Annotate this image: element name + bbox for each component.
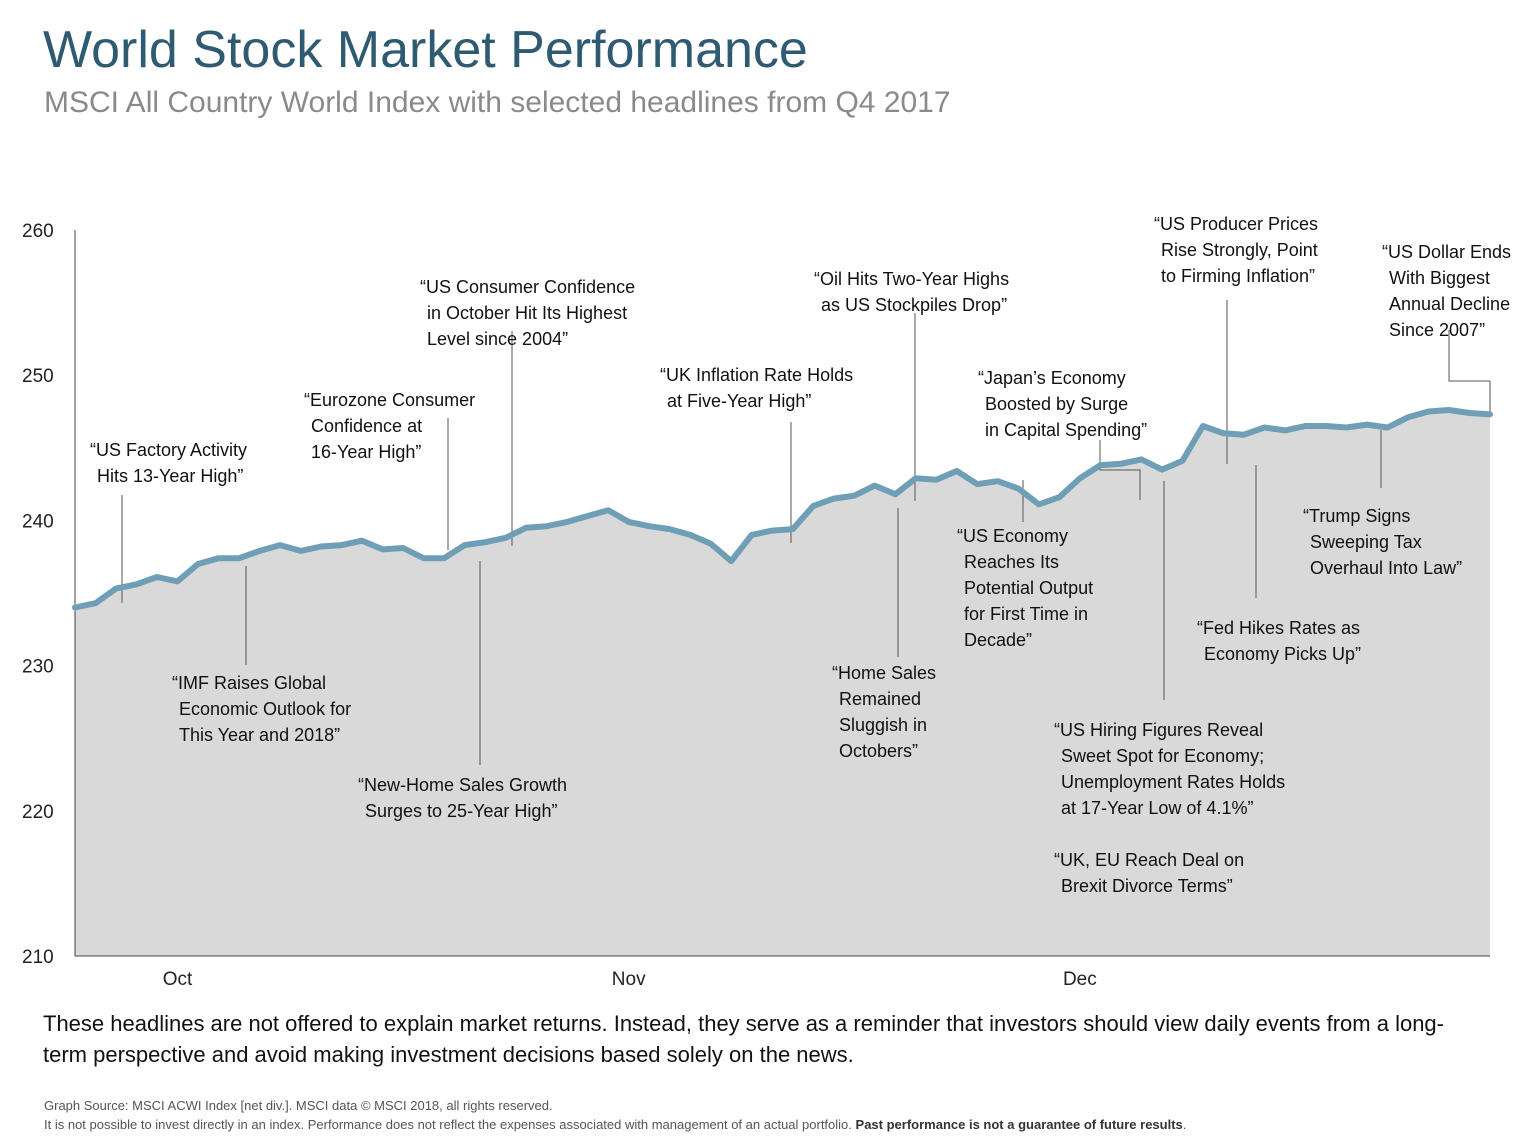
headline-line: “Trump Signs — [1303, 506, 1410, 526]
headline-annotation: “UK Inflation Rate Holds at Five-Year Hig… — [660, 365, 853, 411]
y-tick-label: 220 — [22, 802, 54, 823]
headline-annotations: “US Factory Activity Hits 13-Year High” “I… — [90, 214, 1511, 896]
headline-line: Sluggish in — [839, 715, 927, 735]
headline-annotation: “Eurozone Consumer Confidence at 16-Year H… — [304, 390, 475, 462]
annotation-leader — [1448, 330, 1491, 414]
headline-annotation: “IMF Raises Global Economic Outlook for Th… — [172, 673, 351, 745]
headline-line: 16-Year High” — [311, 442, 421, 462]
chart-svg: 260 250 240 230 220 210 Oct Nov Dec “US Factory… — [22, 214, 1511, 990]
disclaimer-end: . — [1182, 1117, 1187, 1132]
disclaimer-note: These headlines are not offered to expla… — [43, 1011, 1444, 1067]
series-line — [72, 407, 1493, 611]
headline-annotation: “US Factory Activity Hits 13-Year High” — [90, 440, 247, 486]
y-tick-labels: 260 250 240 230 220 210 — [22, 221, 54, 968]
headline-line: With Biggest — [1389, 268, 1490, 288]
headline-line: “US Dollar Ends — [1382, 242, 1511, 262]
annotation-leader — [1099, 440, 1141, 500]
headline-line: “US Economy — [957, 526, 1068, 546]
y-tick-label: 240 — [22, 511, 54, 532]
x-tick-label: Oct — [163, 969, 193, 990]
headline-line: Confidence at — [311, 416, 422, 436]
headline-line: Sweeping Tax — [1310, 532, 1422, 552]
headline-line: Economic Outlook for — [179, 699, 351, 719]
headline-annotation: “US Hiring Figures Reveal Sweet Spot for … — [1054, 720, 1285, 818]
disclaimer-bold: Past performance is not a guarantee of f… — [855, 1117, 1183, 1132]
y-tick-label: 250 — [22, 366, 54, 387]
headline-line: Annual Decline — [1389, 294, 1510, 314]
headline-line: “Oil Hits Two-Year Highs — [814, 269, 1009, 289]
headline-line: Economy Picks Up” — [1204, 644, 1361, 664]
headline-annotation: “Fed Hikes Rates as Economy Picks Up” — [1197, 618, 1361, 664]
headline-line: Unemployment Rates Holds — [1061, 772, 1285, 792]
headline-line: Remained — [839, 689, 921, 709]
y-tick-label: 260 — [22, 221, 54, 242]
headline-line: Decade” — [964, 630, 1032, 650]
headline-line: “UK Inflation Rate Holds — [660, 365, 853, 385]
headline-annotation: “US Consumer Confidence in October Hit It… — [420, 277, 635, 349]
headline-line: Surges to 25-Year High” — [365, 801, 557, 821]
chart-subtitle: MSCI All Country World Index with select… — [44, 86, 951, 119]
headline-line: Sweet Spot for Economy; — [1061, 746, 1264, 766]
headline-annotation: “Trump Signs Sweeping Tax Overhaul Into La… — [1303, 506, 1462, 578]
headline-line: This Year and 2018” — [179, 725, 340, 745]
source-line: Graph Source: MSCI ACWI Index [net div.]… — [44, 1098, 553, 1113]
headline-line: “IMF Raises Global — [172, 673, 326, 693]
headline-line: at 17-Year Low of 4.1%” — [1061, 798, 1253, 818]
headline-line: “US Consumer Confidence — [420, 277, 635, 297]
chart-title: World Stock Market Performance — [43, 21, 808, 79]
headline-annotation: “New-Home Sales Growth Surges to 25-Year … — [358, 775, 567, 821]
headline-line: to Firming Inflation” — [1161, 266, 1315, 286]
y-tick-label: 230 — [22, 657, 54, 678]
headline-line: Since 2007” — [1389, 320, 1485, 340]
headline-annotation: “US Dollar Ends With Biggest Annual Declin… — [1382, 242, 1511, 340]
headline-line: Brexit Divorce Terms” — [1061, 876, 1233, 896]
headline-line: “UK, EU Reach Deal on — [1054, 850, 1244, 870]
headline-line: Potential Output — [964, 578, 1093, 598]
x-tick-labels: Oct Nov Dec — [163, 969, 1097, 990]
headline-line: in Capital Spending” — [985, 420, 1147, 440]
headline-line: “US Factory Activity — [90, 440, 247, 460]
disclaimer-text: It is not possible to invest directly in… — [44, 1117, 852, 1132]
headline-line: “Japan’s Economy — [978, 368, 1126, 388]
source-notes: Graph Source: MSCI ACWI Index [net div.]… — [44, 1096, 1186, 1134]
headline-annotation: “Home Sales Remained Sluggish in Octobers” — [832, 663, 936, 761]
y-tick-label: 210 — [22, 947, 54, 968]
headline-line: “New-Home Sales Growth — [358, 775, 567, 795]
x-tick-label: Nov — [612, 969, 646, 990]
x-tick-label: Dec — [1063, 969, 1097, 990]
headline-line: “Eurozone Consumer — [304, 390, 475, 410]
headline-line: at Five-Year High” — [667, 391, 811, 411]
area-fill — [75, 410, 1490, 956]
disclaimer-line: It is not possible to invest directly in… — [44, 1115, 1186, 1134]
headline-line: for First Time in — [964, 604, 1088, 624]
headline-annotation: “US Economy Reaches Its Potential Output fo… — [957, 526, 1093, 650]
headline-line: Octobers” — [839, 741, 918, 761]
headline-line: in October Hit Its Highest — [427, 303, 627, 323]
headline-line: Rise Strongly, Point — [1161, 240, 1318, 260]
headline-annotation: “UK, EU Reach Deal on Brexit Divorce Term… — [1054, 850, 1244, 896]
headline-line: “US Hiring Figures Reveal — [1054, 720, 1263, 740]
headline-line: Boosted by Surge — [985, 394, 1128, 414]
headline-line: as US Stockpiles Drop” — [821, 295, 1007, 315]
headline-line: “Home Sales — [832, 663, 936, 683]
headline-line: “Fed Hikes Rates as — [1197, 618, 1360, 638]
headline-annotation: “Oil Hits Two-Year Highs as US Stockpiles… — [814, 269, 1009, 315]
headline-annotation: “US Producer Prices Rise Strongly, Point t… — [1154, 214, 1318, 286]
headline-line: “US Producer Prices — [1154, 214, 1318, 234]
headline-line: Hits 13-Year High” — [97, 466, 243, 486]
headline-annotation: “Japan’s Economy Boosted by Surge in Capit… — [978, 368, 1147, 440]
headline-line: Reaches Its — [964, 552, 1059, 572]
headline-line: Overhaul Into Law” — [1310, 558, 1462, 578]
headline-line: Level since 2004” — [427, 329, 568, 349]
